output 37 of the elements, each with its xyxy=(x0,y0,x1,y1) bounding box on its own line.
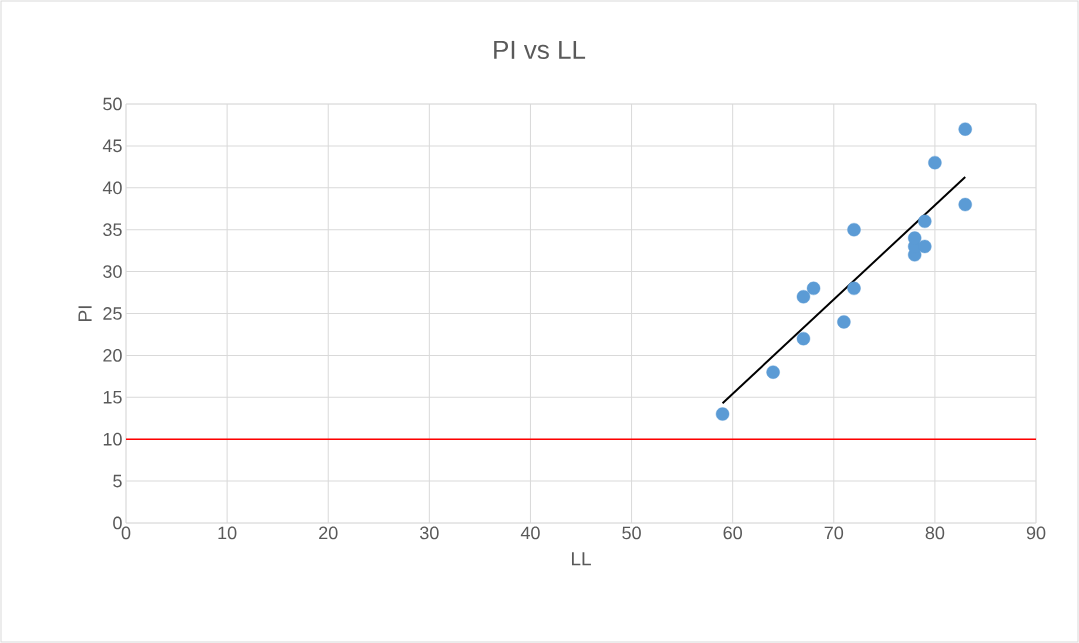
y-tick-label: 0 xyxy=(113,516,122,530)
point xyxy=(928,155,942,170)
y-axis-title: PI xyxy=(78,306,92,321)
point xyxy=(766,365,780,379)
point xyxy=(837,315,851,329)
x-tick-label: 10 xyxy=(218,526,237,540)
chart-title: PI vs LL xyxy=(494,40,586,60)
point xyxy=(806,281,821,296)
y-tick-label: 35 xyxy=(103,223,122,237)
x-tick-label: 80 xyxy=(925,526,945,540)
y-tick-label: 5 xyxy=(113,474,122,488)
y-tick-label: 40 xyxy=(102,181,122,195)
x-tick-label: 50 xyxy=(622,526,641,540)
y-tick-label: 10 xyxy=(103,432,122,446)
point xyxy=(918,239,932,254)
y-tick-label: 20 xyxy=(103,349,122,362)
x-tick-label: 30 xyxy=(420,526,439,540)
point xyxy=(796,331,811,346)
x-tick-label: 40 xyxy=(520,526,540,540)
x-tick-label: 90 xyxy=(1026,526,1046,540)
point xyxy=(958,197,972,212)
point xyxy=(918,214,932,229)
point xyxy=(796,290,811,304)
point xyxy=(847,223,861,237)
point xyxy=(958,122,972,136)
y-tick-label: 30 xyxy=(103,265,122,278)
x-tick-label: 60 xyxy=(723,526,742,540)
point xyxy=(907,231,922,245)
y-tick-label: 25 xyxy=(103,307,122,320)
y-tick-label: 45 xyxy=(102,139,122,153)
y-tick-label: 15 xyxy=(103,391,122,404)
x-tick-label: 20 xyxy=(319,526,338,540)
x-axis-title: LL xyxy=(571,552,591,566)
y-tick-label: 50 xyxy=(103,97,122,111)
point xyxy=(715,407,730,421)
point xyxy=(847,281,861,296)
x-tick-label: 70 xyxy=(824,526,844,540)
